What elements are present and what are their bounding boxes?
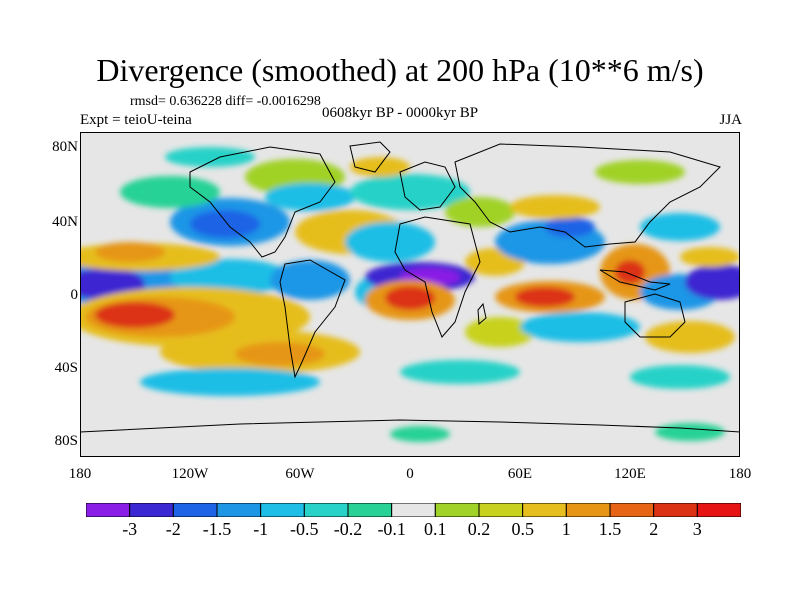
coastline-indonesia (599, 269, 671, 291)
divergence-field (80, 147, 740, 442)
colorbar-label: 1.5 (598, 519, 622, 539)
colorbar-cell (303, 503, 349, 517)
colorbar-label: -3 (122, 519, 138, 539)
divergence-blob (630, 365, 730, 389)
colorbar-cell (391, 503, 436, 517)
lon-label: 60W (285, 466, 315, 482)
divergence-blob (390, 426, 450, 442)
divergence-blob (595, 160, 685, 184)
divergence-blob (680, 247, 740, 267)
world-map (80, 132, 740, 457)
divergence-blob (465, 317, 535, 347)
colorbar-cell (522, 503, 567, 517)
colorbar (86, 503, 741, 517)
divergence-blob (345, 222, 435, 262)
colorbar-cell (478, 503, 524, 517)
colorbar-cell (347, 503, 393, 517)
season-label: JJA (719, 112, 742, 128)
colorbar-label: -1 (253, 519, 269, 539)
coastline-antarctica (80, 419, 740, 433)
rmsd-diff-stats: rmsd= 0.636228 diff= -0.0016298 (130, 94, 321, 109)
colorbar-cell (172, 503, 218, 517)
colorbar-cell (216, 503, 262, 517)
plot-title: Divergence (smoothed) at 200 hPa (10**6 … (96, 52, 704, 88)
lon-label: 180 (68, 466, 92, 482)
divergence-blob (165, 147, 255, 167)
colorbar-cell (653, 503, 698, 517)
lat-label: 40N (52, 214, 78, 230)
divergence-blob (95, 302, 175, 328)
divergence-blob (270, 260, 350, 300)
lat-label: 40S (54, 360, 78, 376)
divergence-blob (615, 260, 645, 284)
coastline-south-america (279, 259, 346, 379)
colorbar-label: -2 (165, 519, 181, 539)
divergence-blob (385, 286, 435, 310)
divergence-blob (170, 259, 290, 295)
colorbar-label: -0.2 (333, 519, 363, 539)
coastline-greenland (349, 141, 391, 173)
colorbar-label: 0.2 (467, 519, 491, 539)
colorbar-cell (565, 503, 611, 517)
colorbar-cell (86, 503, 131, 517)
coastline-europe (399, 161, 456, 211)
lat-label: 80N (52, 139, 78, 155)
divergence-blob (140, 368, 320, 396)
divergence-blob (515, 287, 575, 307)
divergence-blob (545, 217, 595, 237)
divergence-blob (350, 174, 470, 210)
coastline-asia (454, 143, 721, 248)
divergence-blob (445, 197, 515, 227)
colorbar-label: 0.1 (424, 519, 447, 539)
divergence-blob (510, 195, 600, 219)
map-frame (80, 132, 740, 457)
colorbar-label: 1 (561, 519, 571, 539)
colorbar-label: -1.5 (202, 519, 232, 539)
colorbar-label: -0.5 (290, 519, 319, 539)
experiment-label: Expt = teioU-teina (80, 112, 192, 128)
divergence-blob (520, 312, 640, 342)
lon-label: 60E (507, 466, 533, 482)
divergence-blob (685, 264, 740, 300)
divergence-blob (350, 157, 410, 177)
colorbar-cell (260, 503, 305, 517)
divergence-blob (400, 360, 520, 384)
colorbar-cell (129, 503, 174, 517)
coastline-africa (394, 216, 481, 338)
lat-label: 0 (70, 287, 79, 303)
divergence-blob (655, 423, 725, 441)
colorbar-label: 0.5 (511, 519, 534, 539)
divergence-blob (120, 176, 220, 208)
colorbar-cell (696, 503, 741, 517)
colorbar-label: 3 (692, 519, 702, 539)
divergence-blob (265, 183, 355, 211)
coastline-madagascar (477, 302, 487, 326)
time-period-label: 0608kyr BP - 0000kyr BP (322, 105, 479, 121)
colorbar-label: 2 (649, 519, 659, 539)
divergence-blob (95, 242, 165, 262)
colorbar-label: -0.1 (377, 519, 406, 539)
coastline-north-america (189, 146, 336, 258)
lat-label: 80S (54, 433, 78, 449)
divergence-blob (190, 210, 260, 238)
colorbar-cell (434, 503, 480, 517)
lon-label: 120E (614, 466, 646, 482)
lon-label: 120W (171, 466, 209, 482)
colorbar-cell (609, 503, 655, 517)
lon-label: 0 (406, 466, 414, 482)
lon-label: 180 (728, 466, 752, 482)
divergence-blob (235, 342, 325, 366)
divergence-blob (640, 213, 720, 241)
coastline-australia (624, 293, 686, 338)
divergence-blob (645, 321, 735, 353)
coastlines (80, 141, 740, 433)
